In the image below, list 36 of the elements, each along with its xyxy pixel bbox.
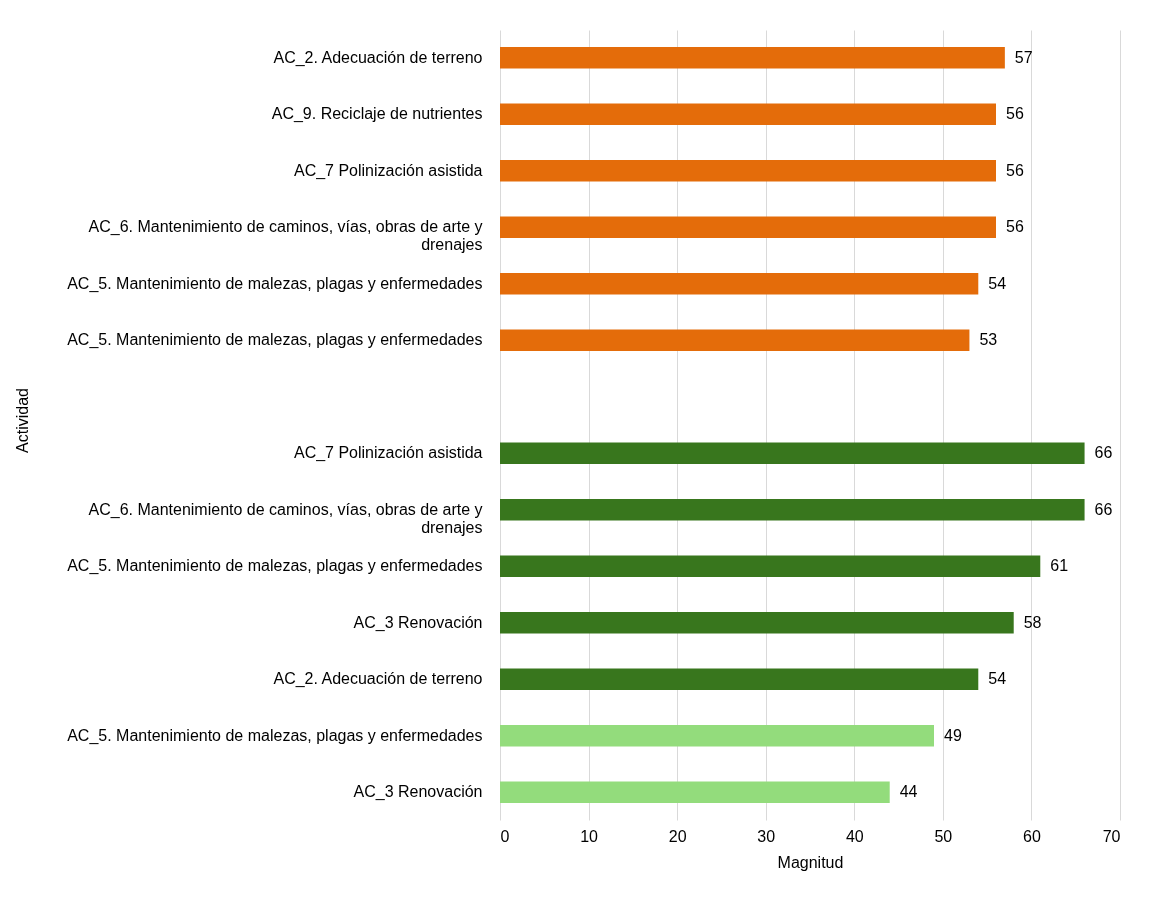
data-label: 61	[1050, 557, 1069, 575]
x-tick-label: 20	[668, 827, 687, 845]
x-tick-label: 60	[1023, 827, 1041, 845]
y-tick-label: AC_2. Adecuación de terreno	[273, 670, 483, 689]
y-tick-label: AC_2. Adecuación de terreno	[273, 48, 483, 67]
x-axis-title: Magnitud	[777, 853, 844, 871]
x-tick-label: 70	[1102, 827, 1121, 845]
data-label: 49	[944, 726, 962, 744]
x-tick-label: 0	[500, 827, 510, 845]
y-tick-label: AC_3 Renovación	[353, 783, 483, 802]
y-tick-label: AC_9. Reciclaje de nutrientes	[271, 105, 483, 124]
y-tick-label: AC_6. Mantenimiento de caminos, vías, obras de arte y drenajes	[88, 500, 483, 536]
y-tick-label: AC_5. Mantenimiento de malezas, plagas y enfermedades	[67, 331, 483, 350]
y-axis-title: Actividad	[13, 388, 31, 453]
y-tick-label: AC_7 Polinización asistida	[293, 161, 483, 180]
data-label: 56	[1006, 105, 1024, 123]
data-label: 66	[1094, 444, 1113, 462]
x-tick-label: 50	[934, 827, 953, 845]
data-label: 53	[979, 331, 998, 349]
data-label: 44	[899, 783, 918, 801]
data-label: 57	[1014, 48, 1033, 66]
y-tick-label: AC_5. Mantenimiento de malezas, plagas y enfermedades	[67, 726, 483, 745]
data-label: 58	[1023, 613, 1042, 631]
data-label: 54	[988, 274, 1007, 292]
y-tick-label: AC_3 Renovación	[353, 613, 483, 632]
x-tick-label: 30	[757, 827, 776, 845]
data-label: 56	[1006, 218, 1024, 236]
y-tick-label: AC_5. Mantenimiento de malezas, plagas y enfermedades	[67, 274, 483, 293]
x-tick-label: 40	[845, 827, 864, 845]
y-tick-label: AC_7 Polinización asistida	[293, 444, 483, 463]
y-tick-label: AC_5. Mantenimiento de malezas, plagas y enfermedades	[67, 557, 483, 576]
data-label: 54	[988, 670, 1007, 688]
x-tick-label: 10	[580, 827, 599, 845]
data-label: 56	[1006, 161, 1024, 179]
y-tick-label: AC_6. Mantenimiento de caminos, vías, obras de arte y drenajes	[88, 218, 483, 254]
data-label: 66	[1094, 500, 1113, 518]
